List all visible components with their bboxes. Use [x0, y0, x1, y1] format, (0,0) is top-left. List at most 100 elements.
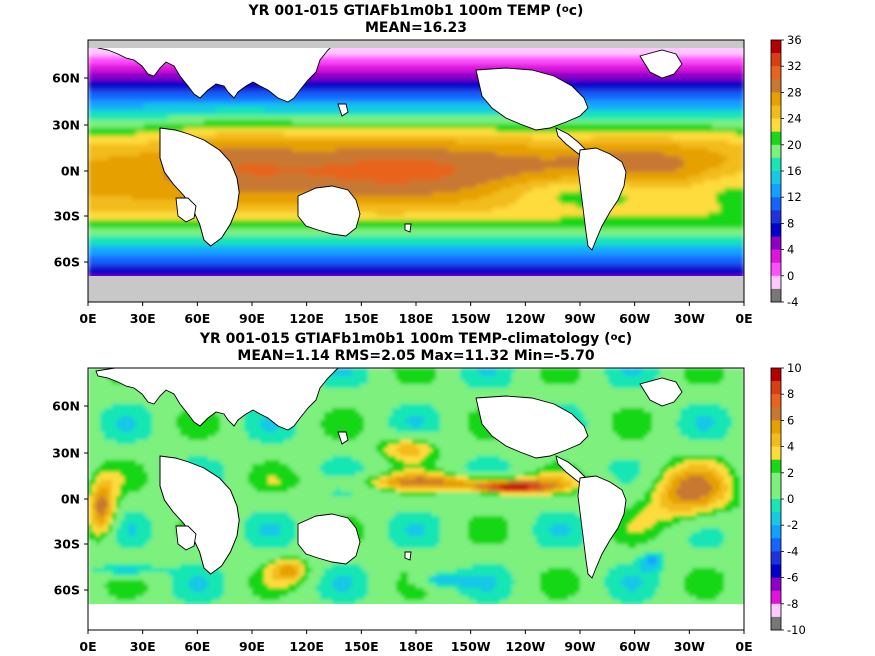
colorbar-label: -4: [787, 295, 798, 309]
colorbar-swatch: [771, 288, 781, 303]
colorbar-label: 8: [787, 216, 794, 230]
colorbar-swatch: [771, 53, 781, 67]
colorbar-swatch: [771, 79, 781, 93]
lon-label-top: 30W: [674, 311, 705, 326]
colorbar-label: 8: [787, 387, 794, 401]
lon-label-top: 150E: [344, 311, 379, 326]
lat-label-top: 30S: [54, 209, 80, 224]
arctic-ice-top: [88, 40, 744, 48]
map-panel-temperature: 0E 30E 60E 90E 120E 150E 180E 150W 120W 90W 60W 30W…: [52, 33, 802, 326]
lat-label-bottom: 60N: [52, 399, 80, 414]
colorbar-swatch: [771, 210, 781, 224]
colorbar-swatch: [771, 118, 781, 132]
lon-label-top: 60E: [184, 311, 210, 326]
lon-label-top: 150W: [451, 311, 491, 326]
colorbar-swatch: [771, 223, 781, 237]
colorbar-label: 24: [787, 112, 802, 126]
colorbar-label: -2: [787, 518, 798, 532]
map-title-top: YR 001-015 GTIAFb1m0b1 100m TEMP (oc): [88, 3, 744, 20]
lon-label-bottom: 0E: [79, 639, 96, 654]
colorbar-swatch: [771, 236, 781, 250]
lon-label-top: 120W: [505, 311, 545, 326]
lon-label-top: 180E: [399, 311, 434, 326]
colorbar-label: 16: [787, 164, 802, 178]
colorbar-swatch: [771, 171, 781, 185]
colorbar-label: -4: [787, 544, 798, 558]
colorbar-swatch: [771, 512, 781, 526]
colorbar-swatch: [771, 144, 781, 159]
colorbar-swatch: [771, 459, 781, 474]
map-panel-anomaly: 0E 30E 60E 90E 120E 150E 180E 150W 120W 90W 60W 30W…: [52, 361, 806, 654]
lon-label-bottom: 90E: [239, 639, 265, 654]
lat-label-top: 30N: [52, 118, 80, 133]
colorbar-swatch: [771, 590, 781, 605]
colorbar-label: 32: [787, 59, 802, 73]
lat-label-bottom: 30S: [54, 537, 80, 552]
colorbar-swatch: [771, 184, 781, 198]
colorbar-swatch: [771, 499, 781, 513]
map-subtitle-bottom: MEAN=1.14 RMS=2.05 Max=11.32 Min=-5.70: [88, 348, 744, 365]
colorbar-label: -8: [787, 597, 798, 611]
colorbar-swatch: [771, 525, 781, 539]
colorbar-swatch: [771, 368, 781, 382]
lon-label-top: 60W: [619, 311, 650, 326]
colorbar-swatch: [771, 66, 781, 80]
colorbar-temperature: 36 32 28 24 20 16 12 8 4 0 -4: [770, 33, 802, 309]
lon-label-top: 120E: [289, 311, 324, 326]
lon-label-bottom: 150E: [344, 639, 379, 654]
colorbar-swatch: [771, 381, 781, 395]
colorbar-swatch: [771, 40, 781, 54]
colorbar-swatch: [771, 197, 781, 211]
colorbar-label: 0: [787, 492, 794, 506]
colorbar-swatch: [771, 262, 781, 277]
antarctica-bottom: [88, 604, 744, 630]
colorbar-swatch: [771, 131, 781, 146]
lon-label-bottom: 150W: [451, 639, 491, 654]
colorbar-swatch: [771, 275, 781, 290]
colorbar-label: 0: [787, 269, 794, 283]
lon-label-top: 90W: [564, 311, 595, 326]
lat-label-top: 60N: [52, 71, 80, 86]
colorbar-label: 6: [787, 413, 794, 427]
lon-label-bottom: 120E: [289, 639, 324, 654]
colorbar-swatch: [771, 603, 781, 618]
lon-label-top: 0E: [735, 311, 752, 326]
colorbar-label: 4: [787, 243, 794, 257]
colorbar-label: 12: [787, 190, 802, 204]
colorbar-label: 20: [787, 138, 802, 152]
lon-label-bottom: 60W: [619, 639, 650, 654]
colorbar-swatch: [771, 564, 781, 578]
lat-label-bottom: 0N: [61, 492, 80, 507]
lon-label-top: 0E: [79, 311, 96, 326]
colorbar-swatch: [771, 616, 781, 631]
colorbar-swatch: [771, 538, 781, 552]
colorbar-swatch: [771, 394, 781, 408]
colorbar-label: 10: [787, 361, 802, 375]
colorbar-swatch: [771, 157, 781, 172]
colorbar-swatch: [771, 485, 781, 500]
lon-label-bottom: 120W: [505, 639, 545, 654]
lon-label-top: 90E: [239, 311, 265, 326]
lat-label-bottom: 30N: [52, 446, 80, 461]
lon-label-bottom: 90W: [564, 639, 595, 654]
map-subtitle-top: MEAN=16.23: [88, 20, 744, 37]
colorbar-swatch: [771, 472, 781, 487]
colorbar-swatch: [771, 92, 781, 106]
colorbar-label: -10: [787, 623, 806, 637]
colorbar-anomaly: 10 8 6 4 2 0 -2 -4 -6 -8 -10: [770, 361, 806, 637]
antarctica-top: [88, 276, 744, 302]
colorbar-swatch: [771, 420, 781, 434]
colorbar-label: 2: [787, 466, 794, 480]
colorbar-label: 28: [787, 85, 802, 99]
lon-label-top: 30E: [130, 311, 156, 326]
colorbar-swatch: [771, 249, 781, 263]
lat-label-top: 60S: [54, 255, 80, 270]
map-title-bottom: YR 001-015 GTIAFb1m0b1 100m TEMP-climato…: [88, 331, 744, 348]
lon-label-bottom: 30E: [130, 639, 156, 654]
colorbar-swatch: [771, 105, 781, 119]
colorbar-swatch: [771, 551, 781, 565]
lat-label-bottom: 60S: [54, 583, 80, 598]
colorbar-swatch: [771, 577, 781, 591]
lon-label-bottom: 30W: [674, 639, 705, 654]
